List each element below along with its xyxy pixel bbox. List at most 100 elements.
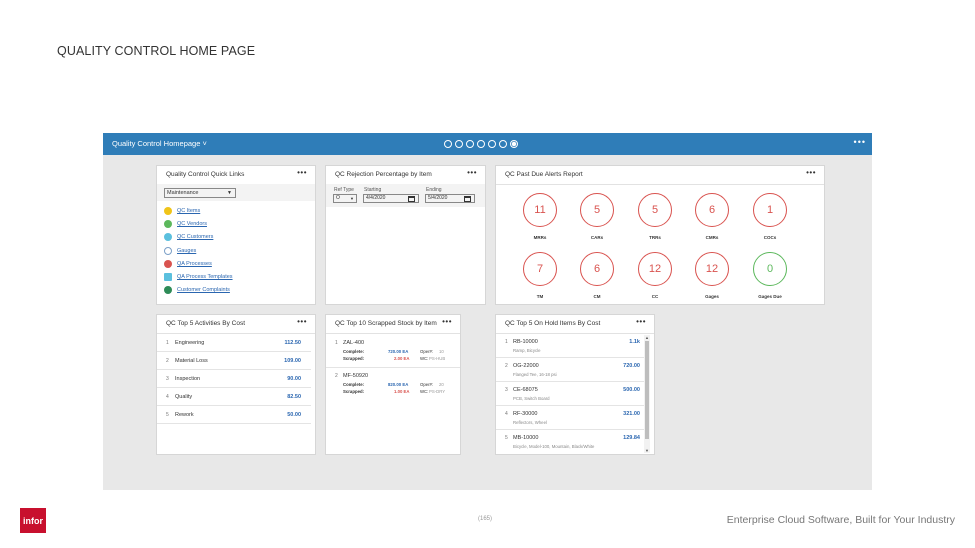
card-divider	[496, 333, 654, 334]
vendor-icon	[164, 220, 172, 228]
item-name: MF-50920	[343, 373, 369, 379]
alert-circle-cm[interactable]: 6	[580, 252, 614, 286]
item-value: 321.00	[623, 411, 640, 417]
page-dot-7-active[interactable]	[510, 140, 518, 148]
wc-value: PS-DRY	[429, 389, 446, 394]
item-name: CE-68075	[513, 387, 538, 393]
card-title: QC Top 5 On Hold Items By Cost	[505, 320, 601, 327]
scrapped-label: Scrapped:	[343, 356, 365, 361]
alert-label: CMRs	[705, 235, 719, 240]
link-label: QC Customers	[177, 234, 214, 240]
item-index: 3	[505, 387, 508, 393]
complete-label: Complete:	[343, 349, 365, 354]
header-more-icon[interactable]: •••	[853, 137, 866, 147]
more-icon[interactable]: •••	[806, 168, 816, 177]
link-qa-processes[interactable]: QA Processes	[164, 260, 212, 268]
page-dot-4[interactable]	[477, 140, 485, 148]
table-row[interactable]: 5 Rework 50.00	[157, 406, 311, 424]
quick-links-select[interactable]: Maintenance ▼	[164, 188, 236, 198]
link-label: Gauges	[177, 248, 197, 254]
alert-label: TM	[536, 294, 544, 299]
page-dot-2[interactable]	[455, 140, 463, 148]
alert-label: CARs	[590, 235, 604, 240]
row-name: Rework	[175, 412, 194, 418]
oper-label: Oper#:	[420, 349, 434, 354]
gauge-icon	[164, 247, 172, 255]
table-row[interactable]: 3 Inspection 90.00	[157, 370, 311, 388]
list-scrollbar[interactable]: ▲ ▼	[644, 335, 650, 453]
row-value: 50.00	[287, 412, 301, 418]
link-qc-items[interactable]: QC Items	[164, 207, 200, 215]
more-icon[interactable]: •••	[467, 168, 477, 177]
list-item[interactable]: 4 RF-30000 Reflectors, Wheel 321.00	[496, 406, 644, 430]
page-dot-6[interactable]	[499, 140, 507, 148]
ending-date-value: 5/4/2020	[428, 195, 448, 201]
oper-label: Oper#:	[420, 382, 434, 387]
table-row[interactable]: 4 Quality 82.50	[157, 388, 311, 406]
link-gauges[interactable]: Gauges	[164, 247, 196, 255]
row-value: 109.00	[284, 358, 301, 364]
chevron-down-icon: ▼	[227, 190, 232, 196]
page-dot-1[interactable]	[444, 140, 452, 148]
row-index: 1	[166, 340, 169, 346]
alert-label: COCs	[763, 235, 777, 240]
list-item[interactable]: 1 ZAL-400 Complete: 720.00 EA Oper#: 10 …	[326, 340, 460, 368]
card-divider	[496, 184, 824, 185]
link-qa-process-templates[interactable]: QA Process Templates	[164, 273, 233, 281]
ending-date-input[interactable]: 5/4/2020	[425, 194, 475, 203]
scroll-down-icon[interactable]: ▼	[645, 448, 649, 453]
calendar-icon[interactable]	[408, 196, 415, 202]
scroll-thumb[interactable]	[645, 341, 649, 439]
item-value: 129.84	[623, 435, 640, 441]
scrapped-stock-card: QC Top 10 Scrapped Stock by Item ••• 1 Z…	[325, 314, 461, 455]
link-customer-complaints[interactable]: Customer Complaints	[164, 286, 230, 294]
row-index: 5	[166, 412, 169, 418]
alert-circle-cocs[interactable]: 1	[753, 193, 787, 227]
list-item[interactable]: 3 CE-68075 PCB, Switch Board 500.00	[496, 382, 644, 406]
alert-label: MRRs	[533, 235, 547, 240]
alert-circle-mrrs[interactable]: 11	[523, 193, 557, 227]
calendar-icon[interactable]	[464, 196, 471, 202]
alert-circle-cars[interactable]: 5	[580, 193, 614, 227]
list-item[interactable]: 5 MB-10000 Bicycle, Model-100, Mountain,…	[496, 430, 644, 454]
scrapped-value: 1.00 EA	[394, 389, 410, 394]
alert-circle-cmrs[interactable]: 6	[695, 193, 729, 227]
more-icon[interactable]: •••	[636, 317, 646, 326]
item-index: 1	[505, 339, 508, 345]
table-row[interactable]: 1 Engineering 112.50	[157, 334, 311, 352]
list-item[interactable]: 2 OG-22000 Flanged Tee, 16-18 psi 720.00	[496, 358, 644, 382]
card-divider	[326, 333, 460, 334]
row-value: 90.00	[287, 376, 301, 382]
alert-circle-tm[interactable]: 7	[523, 252, 557, 286]
more-icon[interactable]: •••	[297, 317, 307, 326]
page-number: (165)	[478, 516, 493, 522]
ref-type-label: Ref Type	[334, 187, 354, 193]
alert-circle-gages-due[interactable]: 0	[753, 252, 787, 286]
alert-circle-gages[interactable]: 12	[695, 252, 729, 286]
template-icon	[164, 273, 172, 281]
scroll-up-icon[interactable]: ▲	[645, 335, 649, 340]
page-dot-3[interactable]	[466, 140, 474, 148]
scrapped-value: 2.00 EA	[394, 356, 410, 361]
item-description: Bicycle, Model-100, Mountain, Black/Whit…	[513, 444, 595, 449]
alert-label: Gages Due	[758, 294, 782, 299]
more-icon[interactable]: •••	[297, 168, 307, 177]
link-qc-vendors[interactable]: QC Vendors	[164, 220, 207, 228]
tagline: Enterprise Cloud Software, Built for You…	[726, 514, 955, 526]
list-item[interactable]: 2 MF-50920 Complete: 820.00 EA Oper#: 20…	[326, 373, 460, 401]
homepage-title-dropdown[interactable]: Quality Control Homepage ˅	[112, 139, 207, 148]
alert-circle-cc[interactable]: 12	[638, 252, 672, 286]
slide-title: QUALITY CONTROL HOME PAGE	[57, 44, 256, 58]
starting-date-input[interactable]: 4/4/2020	[363, 194, 419, 203]
table-row[interactable]: 2 Material Loss 109.00	[157, 352, 311, 370]
list-item[interactable]: 1 RB-10000 Ramp, Bicycle 1.1k	[496, 334, 644, 358]
item-value: 1.1k	[629, 339, 640, 345]
ref-type-value: O	[336, 195, 340, 201]
page-dot-5[interactable]	[488, 140, 496, 148]
customer-icon	[164, 233, 172, 241]
chevron-down-icon: ▼	[350, 196, 354, 201]
more-icon[interactable]: •••	[442, 317, 452, 326]
link-qc-customers[interactable]: QC Customers	[164, 233, 213, 241]
alert-circle-trrs[interactable]: 5	[638, 193, 672, 227]
ref-type-select[interactable]: O ▼	[333, 194, 357, 203]
